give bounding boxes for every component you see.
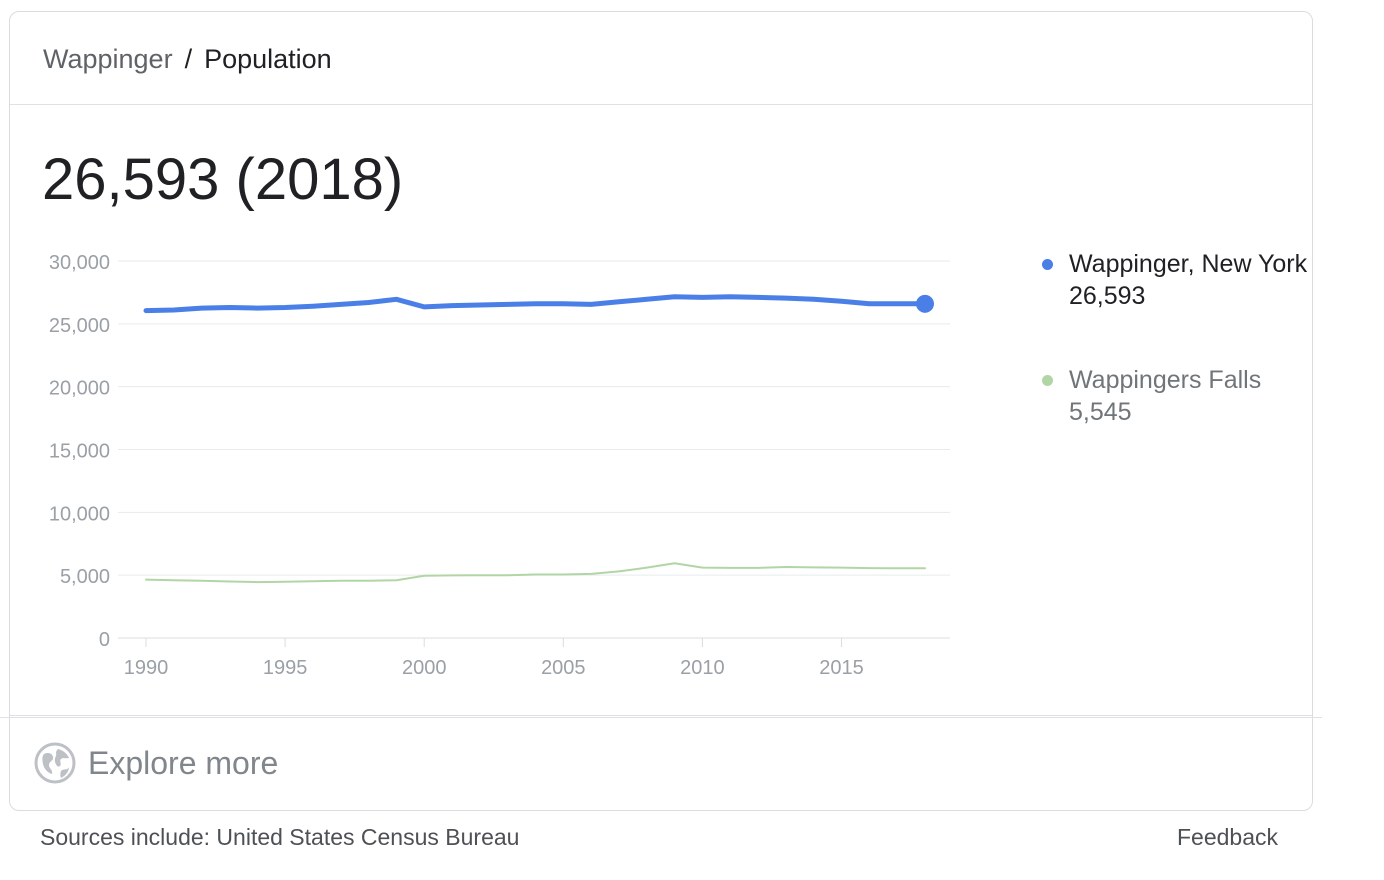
- x-tick-label: 1995: [263, 657, 308, 679]
- breadcrumb-separator: /: [184, 44, 193, 74]
- legend-item-wappinger[interactable]: Wappinger, New York 26,593: [1040, 248, 1310, 312]
- breadcrumb-parent-link[interactable]: Wappinger: [43, 44, 173, 74]
- series-line-wappinger: [143, 294, 928, 314]
- legend-dot-wappingers-falls: [1042, 375, 1053, 386]
- headline-value: 26,593 (2018): [42, 147, 404, 212]
- legend-series-value: 5,545: [1069, 398, 1132, 426]
- explore-more-label: Explore more: [88, 745, 279, 781]
- y-tick-label: 10,000: [49, 503, 110, 525]
- y-tick-label: 15,000: [49, 441, 110, 463]
- y-tick-label: 30,000: [49, 252, 110, 274]
- series-endpoint-marker: [916, 294, 934, 313]
- breadcrumb-current: Population: [204, 44, 332, 74]
- feedback-link[interactable]: Feedback: [1177, 824, 1279, 850]
- sources-text: Sources include: United States Census Bu…: [40, 824, 520, 850]
- legend-dot-wappinger: [1042, 259, 1053, 270]
- y-tick-label: 0: [99, 629, 110, 651]
- x-tick-label: 1990: [124, 657, 169, 679]
- x-tick-label: 2005: [541, 657, 586, 679]
- footer-divider: [0, 717, 1322, 718]
- y-tick-label: 25,000: [49, 315, 110, 337]
- globe-icon: [34, 742, 76, 784]
- legend-item-wappingers-falls[interactable]: Wappingers Falls 5,545: [1040, 364, 1310, 428]
- x-tick-label: 2010: [680, 657, 725, 679]
- y-tick-label: 20,000: [49, 378, 110, 400]
- card-header: Wappinger / Population: [10, 12, 1312, 105]
- legend-series-name: Wappingers Falls: [1069, 366, 1262, 394]
- x-tick-label: 2000: [402, 657, 447, 679]
- x-tick-label: 2015: [819, 657, 864, 679]
- y-tick-label: 5,000: [60, 566, 110, 588]
- breadcrumb: Wappinger / Population: [43, 42, 332, 76]
- card-footer: Explore more: [10, 715, 1312, 810]
- population-card: Wappinger / Population 26,593 (2018) 0 5,00…: [9, 11, 1313, 811]
- legend-series-value: 26,593: [1069, 282, 1146, 310]
- chart-legend: Wappinger, New York 26,593 Wappingers Fa…: [1040, 248, 1310, 428]
- legend-series-name: Wappinger, New York: [1069, 250, 1308, 278]
- series-line-wappingers-falls: [145, 562, 926, 584]
- explore-more-button[interactable]: Explore more: [34, 742, 278, 784]
- population-line-chart: 0 5,000 10,000 15,000 20,000 25,000 30,000 1990…: [49, 252, 950, 679]
